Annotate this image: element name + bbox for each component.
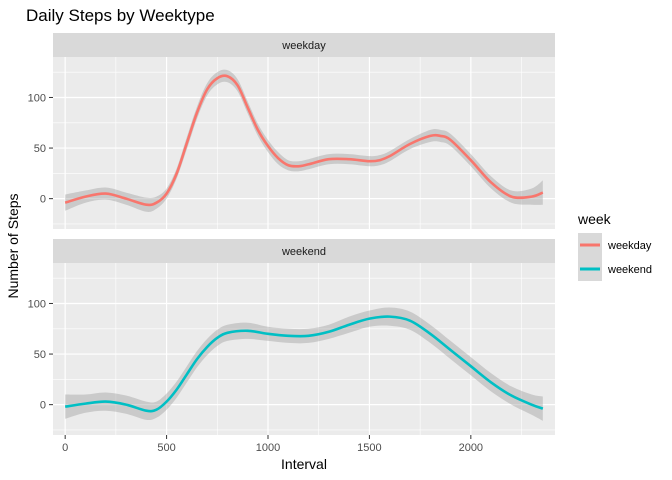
facet-panel-weekend: weekend 0 50 100 [28,239,555,435]
y-tick-label: 50 [34,143,46,155]
legend: week weekday weekend [577,211,652,281]
grid-lines-weekday [53,57,555,229]
x-tick-label: 2000 [459,442,483,454]
x-axis: 0 500 1000 1500 2000 [62,435,483,454]
legend-label-weekday: weekday [607,240,652,252]
series-line-path [64,315,544,413]
legend-item-weekday: weekday [578,233,652,257]
confidence-band-area [65,69,543,212]
x-tick-label: 1500 [357,442,381,454]
confidence-band-area [65,307,543,421]
series-line-weekday [64,74,544,207]
facet-strip-weekday [53,33,555,57]
facet-strip-weekend [53,239,555,263]
y-tick-label: 50 [34,349,46,361]
x-tick-label: 500 [157,442,175,454]
series-line-path [64,74,544,207]
confidence-band-weekend [65,307,543,421]
y-axis-ticks-weekday: 0 50 100 [28,92,53,206]
chart-title: Daily Steps by Weektype [26,6,215,25]
x-axis-title: Interval [281,456,327,472]
y-tick-label: 100 [28,298,46,310]
x-tick-label: 0 [62,442,68,454]
y-tick-label: 100 [28,92,46,104]
grid-lines-weekend [53,263,555,435]
y-tick-label: 0 [40,400,46,412]
facet-strip-label-weekend: weekend [281,246,326,258]
y-tick-label: 0 [40,194,46,206]
y-axis-title: Number of Steps [5,193,21,298]
legend-label-weekend: weekend [607,264,652,276]
series-line-weekend [64,315,544,413]
legend-item-weekend: weekend [578,257,652,281]
facet-strip-label-weekday: weekday [281,40,326,52]
y-axis-ticks-weekend: 0 50 100 [28,298,53,412]
confidence-band-weekday [65,69,543,212]
x-tick-label: 1000 [256,442,280,454]
legend-title: week [577,211,612,227]
facet-panel-weekday: weekday 0 50 100 [28,33,555,229]
